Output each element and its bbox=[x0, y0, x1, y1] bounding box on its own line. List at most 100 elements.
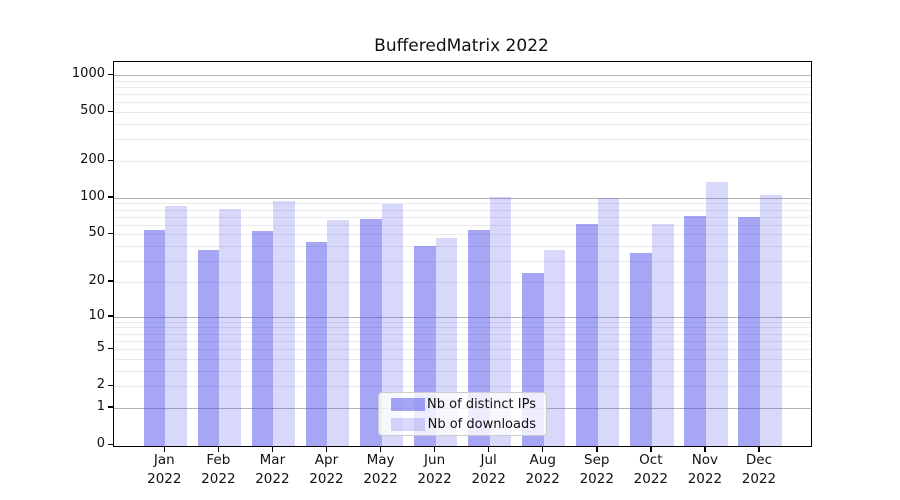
gridline-minor-300 bbox=[114, 139, 811, 141]
gridline-major-100 bbox=[114, 197, 811, 199]
gridline-minor-800 bbox=[114, 86, 811, 88]
x-tick-year: 2022 bbox=[687, 471, 723, 487]
x-tick-year: 2022 bbox=[363, 471, 398, 487]
y-tick-label-1: 1 bbox=[96, 398, 105, 414]
x-tick-month: Jun bbox=[424, 452, 446, 468]
x-tick-month: Oct bbox=[639, 452, 663, 468]
gridline-minor-30 bbox=[114, 261, 811, 263]
gridline-minor-90 bbox=[114, 203, 811, 205]
y-tick-label-500: 500 bbox=[80, 103, 105, 119]
bar-downloads-mar bbox=[273, 200, 296, 446]
gridline-minor-6 bbox=[114, 340, 811, 342]
y-tick-label-5: 5 bbox=[96, 340, 105, 356]
x-tick-month: Dec bbox=[745, 452, 773, 468]
bar-downloads-aug bbox=[543, 250, 566, 446]
distinct-ips-swatch bbox=[391, 397, 425, 411]
x-tick-mark-feb bbox=[217, 446, 220, 452]
x-tick-label-feb: Feb 2022 bbox=[183, 451, 253, 489]
gridline-minor-500 bbox=[114, 112, 811, 114]
x-tick-mark-apr bbox=[325, 446, 328, 452]
gridline-minor-7 bbox=[114, 333, 811, 335]
legend-item-downloads: Nb of downloads bbox=[379, 416, 546, 433]
x-tick-mark-nov bbox=[704, 446, 706, 452]
x-tick-month: Sep bbox=[584, 452, 610, 468]
x-tick-year: 2022 bbox=[525, 471, 560, 487]
y-tick-label-20: 20 bbox=[88, 272, 105, 288]
x-tick-label-nov: Nov 2022 bbox=[670, 451, 740, 489]
x-tick-label-mar: Mar 2022 bbox=[237, 451, 307, 489]
bar-distinct_ips-mar bbox=[251, 231, 274, 446]
y-tick-mark-1000 bbox=[108, 73, 113, 76]
x-tick-label-jun: Jun 2022 bbox=[400, 451, 470, 489]
x-tick-month: Apr bbox=[314, 452, 339, 468]
x-tick-month: Jul bbox=[480, 452, 497, 468]
x-tick-month: Jan bbox=[153, 452, 175, 468]
bar-distinct_ips-may bbox=[359, 219, 382, 446]
y-tick-label-1000: 1000 bbox=[71, 66, 105, 82]
gridline-minor-5 bbox=[114, 349, 811, 351]
gridline-major-10 bbox=[114, 316, 811, 318]
y-tick-label-0: 0 bbox=[96, 436, 105, 451]
gridline-minor-700 bbox=[114, 94, 811, 96]
legend: Nb of distinct IPs Nb of downloads bbox=[378, 392, 547, 436]
x-tick-year: 2022 bbox=[417, 471, 452, 487]
gridline-minor-200 bbox=[114, 161, 811, 163]
gridline-minor-40 bbox=[114, 246, 811, 248]
x-tick-mark-oct bbox=[650, 446, 652, 452]
y-tick-label-100: 100 bbox=[80, 188, 105, 204]
y-tick-mark-50 bbox=[108, 232, 113, 235]
y-tick-mark-0 bbox=[108, 443, 113, 445]
gridline-minor-3 bbox=[114, 370, 811, 372]
y-tick-mark-100 bbox=[108, 196, 113, 198]
gridline-minor-400 bbox=[114, 124, 811, 126]
y-tick-mark-5 bbox=[108, 347, 113, 350]
x-tick-month: Feb bbox=[206, 452, 231, 468]
gridline-minor-9 bbox=[114, 321, 811, 323]
bar-downloads-feb bbox=[219, 209, 242, 446]
y-tick-mark-20 bbox=[108, 280, 113, 282]
gridline-major-1000 bbox=[114, 75, 811, 77]
gridline-minor-50 bbox=[114, 234, 811, 236]
x-tick-month: May bbox=[366, 452, 395, 468]
x-tick-mark-jan bbox=[163, 446, 166, 452]
x-tick-month: Mar bbox=[259, 452, 286, 468]
gridline-minor-4 bbox=[114, 358, 811, 360]
bar-distinct_ips-nov bbox=[684, 216, 706, 446]
gridline-minor-20 bbox=[114, 281, 811, 283]
bar-downloads-dec bbox=[759, 195, 782, 446]
x-tick-mark-jun bbox=[433, 446, 436, 452]
x-tick-year: 2022 bbox=[579, 471, 614, 487]
x-tick-mark-may bbox=[379, 446, 382, 452]
legend-item-distinct-ips: Nb of distinct IPs bbox=[379, 396, 546, 413]
bar-distinct_ips-sep bbox=[576, 224, 598, 446]
gridline-minor-60 bbox=[114, 224, 811, 226]
bar-downloads-oct bbox=[651, 224, 674, 446]
bar-distinct_ips-oct bbox=[630, 253, 652, 446]
bar-downloads-jul bbox=[489, 196, 512, 446]
x-tick-month: Nov bbox=[691, 452, 719, 468]
x-tick-mark-jul bbox=[487, 446, 490, 452]
x-tick-mark-sep bbox=[596, 446, 598, 452]
bar-distinct_ips-feb bbox=[197, 250, 220, 446]
gridline-minor-600 bbox=[114, 102, 811, 104]
legend-label-distinct-ips: Nb of distinct IPs bbox=[427, 396, 536, 412]
x-tick-mark-mar bbox=[271, 446, 274, 452]
plot-area bbox=[113, 61, 812, 447]
bar-distinct_ips-dec bbox=[738, 216, 760, 446]
x-tick-mark-dec bbox=[758, 446, 760, 452]
x-tick-year: 2022 bbox=[255, 471, 290, 487]
x-tick-label-oct: Oct 2022 bbox=[616, 451, 686, 489]
x-tick-year: 2022 bbox=[309, 471, 344, 487]
x-tick-label-sep: Sep 2022 bbox=[562, 451, 632, 489]
legend-label-downloads: Nb of downloads bbox=[427, 416, 536, 432]
x-tick-year: 2022 bbox=[201, 471, 236, 487]
y-tick-mark-200 bbox=[108, 159, 113, 162]
x-tick-year: 2022 bbox=[633, 471, 668, 487]
y-tick-mark-500 bbox=[108, 110, 113, 113]
downloads-swatch bbox=[391, 417, 425, 431]
x-tick-label-jan: Jan 2022 bbox=[129, 451, 199, 489]
y-tick-label-10: 10 bbox=[88, 307, 105, 323]
y-tick-label-200: 200 bbox=[80, 152, 105, 168]
bar-downloads-jan bbox=[165, 206, 187, 446]
y-tick-label-2: 2 bbox=[96, 377, 105, 393]
